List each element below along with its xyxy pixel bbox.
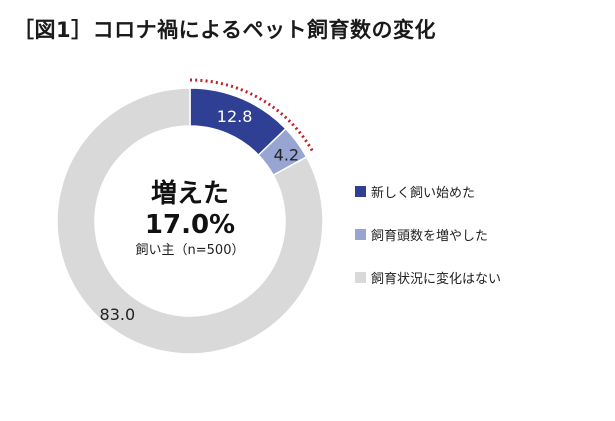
legend-swatch-increased <box>355 228 366 240</box>
legend-label-increased: 飼育頭数を増やした <box>371 228 489 244</box>
legend-item-new-owner: 新しく飼い始めた <box>355 181 501 201</box>
legend-label-new-owner: 新しく飼い始めた <box>371 185 476 201</box>
legend-label-unchanged: 飼育状況に変化はない <box>371 271 502 287</box>
center-percentage: 17.0% <box>145 210 235 240</box>
segment-value-labels: 12.8 4.2 83.0 <box>100 107 300 324</box>
legend-swatch-new-owner <box>355 185 366 197</box>
chart-legend: 新しく飼い始めた 飼育頭数を増やした 飼育状況に変化はない <box>355 181 501 310</box>
value-label-increased: 4.2 <box>274 146 299 165</box>
sample-size-note: 飼い主（n=500） <box>136 243 245 258</box>
value-label-unchanged: 83.0 <box>100 305 136 324</box>
center-heading: 増えた <box>151 179 229 209</box>
legend-item-increased: 飼育頭数を増やした <box>355 224 501 244</box>
value-label-new-owner: 12.8 <box>217 107 253 126</box>
highlight-dotted-arc <box>189 78 315 154</box>
legend-swatch-unchanged <box>355 271 366 283</box>
donut-segments <box>56 87 324 355</box>
donut-segment-unchanged <box>56 87 324 355</box>
legend-item-unchanged: 飼育状況に変化はない <box>355 267 501 287</box>
chart-title: ［図1］コロナ禍によるペット飼育数の変化 <box>13 18 436 42</box>
